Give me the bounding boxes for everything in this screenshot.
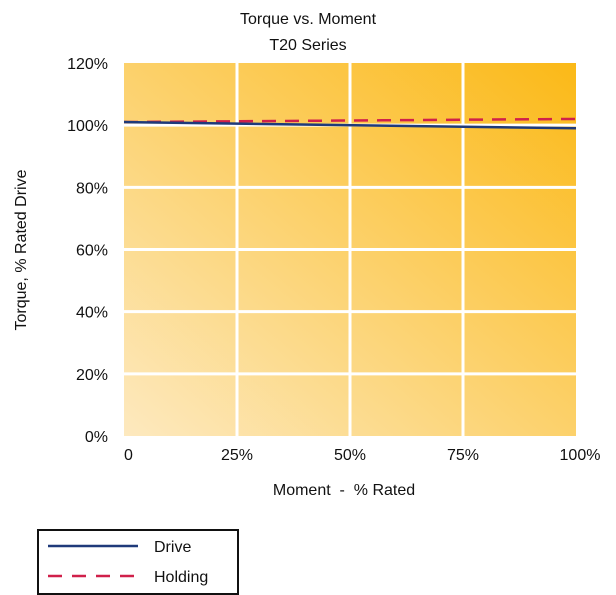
y-tick-label: 100% — [67, 118, 108, 135]
y-tick-label: 60% — [76, 243, 108, 260]
series-line-drive — [123, 120, 577, 130]
legend: Drive Holding — [37, 529, 239, 595]
y-tick-label: 80% — [76, 180, 108, 197]
x-axis-ticks: 0 25% 50% 75% 100% — [124, 447, 600, 464]
y-axis-ticks: 0% 20% 40% 60% 80% 100% 120% — [67, 56, 108, 446]
y-tick-label: 0% — [85, 429, 108, 446]
grid-lines — [124, 63, 576, 436]
x-tick-label: 25% — [221, 447, 253, 464]
series-line-holding — [123, 117, 577, 124]
x-tick-label: 75% — [447, 447, 479, 464]
y-tick-label: 40% — [76, 305, 108, 322]
y-tick-label: 20% — [76, 367, 108, 384]
x-axis-label: Moment - % Rated — [273, 482, 415, 499]
chart-title: Torque vs. Moment — [240, 11, 377, 28]
series-lines — [123, 117, 577, 130]
x-tick-label: 100% — [560, 447, 601, 464]
x-tick-label: 0 — [124, 447, 133, 464]
legend-box — [37, 529, 239, 595]
legend-label-holding: Holding — [154, 569, 208, 586]
y-tick-label: 120% — [67, 56, 108, 73]
legend-label-drive: Drive — [154, 539, 191, 556]
chart-subtitle: T20 Series — [269, 37, 346, 54]
y-axis-label: Torque, % Rated Drive — [13, 169, 30, 330]
x-tick-label: 50% — [334, 447, 366, 464]
